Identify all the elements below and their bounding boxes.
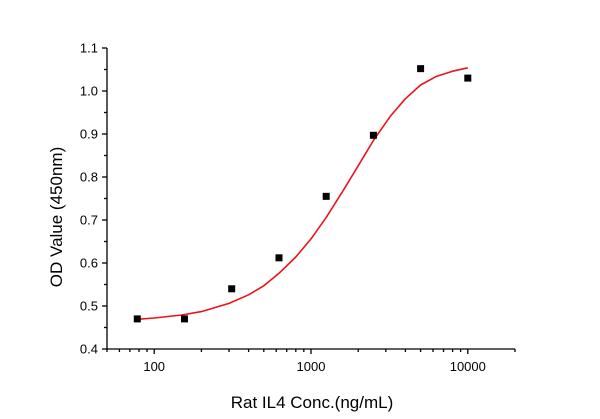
y-tick-label: 0.6 bbox=[80, 256, 98, 271]
fit-curve bbox=[137, 67, 468, 321]
axes bbox=[106, 48, 515, 350]
data-point bbox=[417, 65, 425, 73]
y-tick-label: 0.8 bbox=[80, 170, 98, 185]
data-point bbox=[180, 315, 188, 323]
data-point bbox=[228, 285, 236, 293]
y-axis-title: OD Value (450nm) bbox=[47, 147, 66, 287]
data-point bbox=[464, 74, 472, 82]
y-tick-label: 1.1 bbox=[80, 41, 98, 56]
y-tick-label: 1.0 bbox=[80, 84, 98, 99]
fit-curve-layer bbox=[137, 67, 468, 321]
data-point bbox=[133, 315, 141, 323]
x-axis-title: Rat IL4 Conc.(ng/mL) bbox=[231, 393, 394, 412]
y-tick-label: 0.5 bbox=[80, 299, 98, 314]
y-tick-label: 0.7 bbox=[80, 213, 98, 228]
x-tick-label: 100 bbox=[143, 359, 165, 374]
y-tick-label: 0.4 bbox=[80, 342, 98, 357]
data-points bbox=[133, 65, 472, 323]
x-tick-label: 1000 bbox=[297, 359, 326, 374]
ticks: 0.4 0.5 0.6 0.7 0.8 0.9 1.0 1.1 100 1000 10000 bbox=[80, 41, 516, 374]
data-point bbox=[369, 131, 377, 139]
y-tick-label: 0.9 bbox=[80, 127, 98, 142]
data-point bbox=[275, 254, 283, 262]
data-point bbox=[322, 192, 330, 200]
x-tick-label: 10000 bbox=[450, 359, 486, 374]
